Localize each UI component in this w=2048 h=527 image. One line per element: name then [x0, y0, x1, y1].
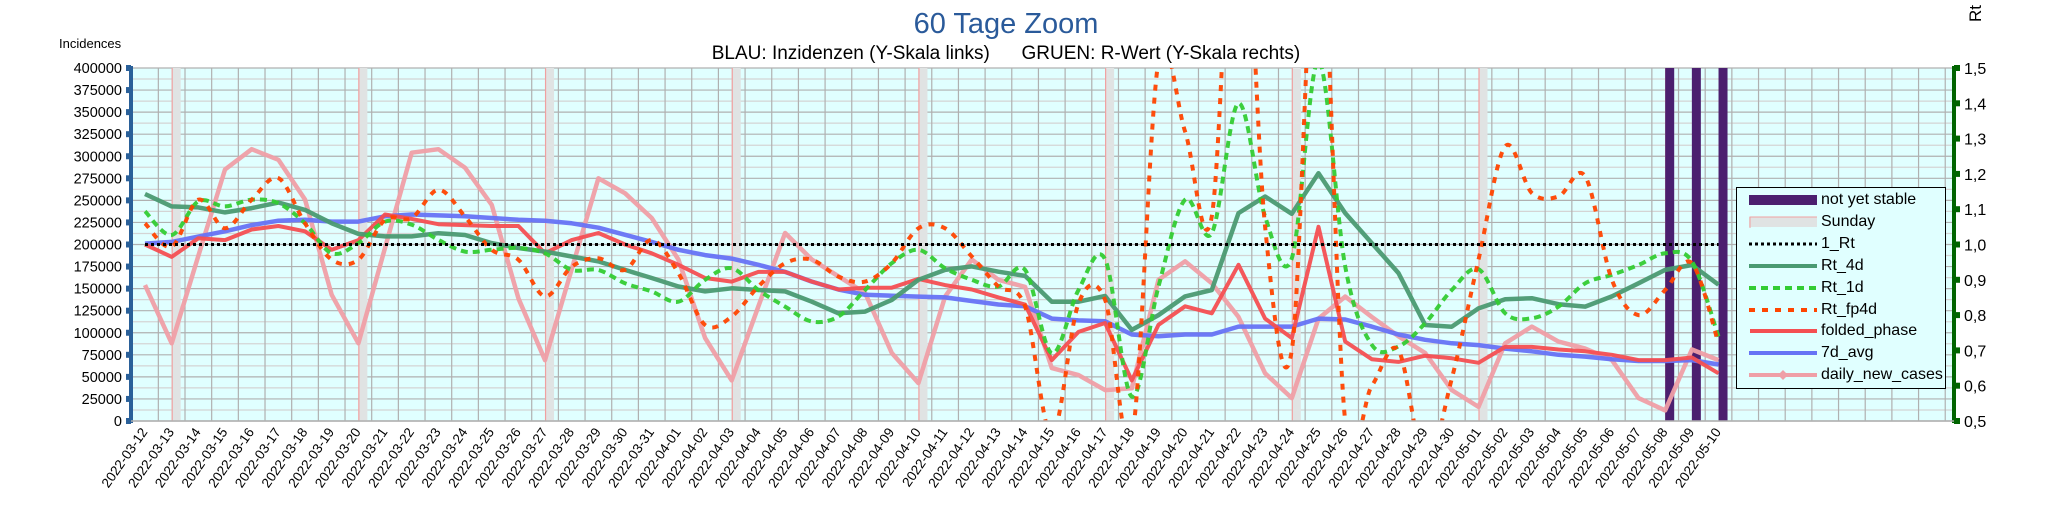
- legend-label: daily_new_cases: [1821, 366, 1943, 384]
- legend-swatch-icon: [1749, 307, 1817, 312]
- legend-swatch-icon: [1749, 195, 1817, 205]
- y-tick-left: [126, 285, 131, 292]
- y-tick-left: [126, 395, 131, 402]
- y-tick-label-left: 125000: [74, 304, 122, 320]
- legend-swatch-icon: [1750, 329, 1817, 334]
- y-tick-label-right: 1,2: [1964, 167, 1986, 184]
- legend-item-rt-1d: Rt_1d: [1749, 278, 1864, 298]
- y-tick-left: [126, 175, 131, 182]
- y-tick-label-left: 75000: [82, 348, 122, 364]
- y-tick-left: [126, 351, 131, 358]
- y-tick-right: [1954, 135, 1960, 142]
- legend-swatch-icon: [1749, 216, 1817, 228]
- legend-item-folded-phase: folded_phase: [1749, 321, 1917, 341]
- y-tick-left: [126, 109, 131, 116]
- not-yet-stable-bar: [1718, 68, 1728, 421]
- y-tick-label-left: 200000: [74, 238, 122, 254]
- y-tick-right: [1954, 347, 1960, 354]
- y-tick-right: [1954, 65, 1960, 71]
- series-Rt-1d: [143, 68, 1721, 399]
- y-tick-label-right: 1,3: [1964, 132, 1986, 149]
- y-tick-label-left: 175000: [74, 260, 122, 276]
- legend-item-7d-avg: 7d_avg: [1749, 343, 1874, 363]
- legend-label: 7d_avg: [1821, 344, 1874, 362]
- y-tick-label-right: 0,5: [1964, 414, 1986, 431]
- y-tick-left: [126, 307, 131, 314]
- y-tick-label-left: 50000: [82, 370, 122, 386]
- legend-label: Rt_4d: [1821, 256, 1864, 274]
- y-tick-label-left: 325000: [74, 127, 122, 143]
- y-tick-left: [126, 153, 131, 160]
- legend-label: Rt_fp4d: [1821, 300, 1878, 318]
- y-tick-right: [1954, 100, 1960, 107]
- y-tick-label-right: 1,5: [1964, 61, 1986, 78]
- y-tick-label-left: 225000: [74, 215, 122, 231]
- y-tick-label-right: 1,4: [1964, 96, 1986, 113]
- y-tick-label-right: 0,7: [1964, 343, 1986, 360]
- y-tick-right: [1954, 241, 1960, 248]
- legend-swatch-icon: [1749, 285, 1817, 290]
- y-tick-left: [126, 131, 131, 138]
- y-tick-label-right: 0,8: [1964, 308, 1986, 325]
- y-tick-label-right: 0,9: [1964, 273, 1986, 290]
- y-tick-label-left: 100000: [74, 326, 122, 342]
- y-tick-label-left: 350000: [74, 105, 122, 121]
- series-Rt-4d: [144, 170, 1720, 333]
- y-tick-right: [1954, 206, 1960, 213]
- axes: [126, 65, 1960, 424]
- sunday-band: [731, 68, 741, 421]
- y-tick-right: [1954, 170, 1960, 177]
- y-tick-left: [126, 65, 131, 71]
- legend-label: 1_Rt: [1821, 234, 1855, 252]
- y-tick-left: [126, 373, 131, 380]
- legend-label: Sunday: [1821, 212, 1876, 230]
- y-tick-left: [126, 418, 131, 424]
- legend-item-not-yet-stable: not yet stable: [1749, 190, 1916, 210]
- chart-subtitle: BLAU: Inzidenzen (Y-Skala links) GRUEN: …: [711, 43, 1301, 64]
- y-tick-label-left: 0: [114, 414, 122, 430]
- sunday-band: [918, 68, 928, 421]
- not-yet-stable-bar: [1691, 68, 1701, 421]
- legend-item-rt-4d: Rt_4d: [1749, 256, 1864, 276]
- y-tick-left: [126, 241, 131, 248]
- legend-item-sunday: Sunday: [1749, 212, 1875, 232]
- legend-swatch-icon: [1749, 351, 1817, 356]
- y-tick-label-left: 250000: [74, 193, 122, 209]
- y-tick-left: [126, 329, 131, 336]
- y-tick-label-left: 275000: [74, 171, 122, 187]
- sunday-band: [1105, 68, 1115, 421]
- series-7d-avg: [144, 212, 1719, 367]
- legend-label: folded_phase: [1821, 322, 1918, 340]
- y-tick-label-left: 25000: [82, 392, 122, 408]
- legend: not yet stable Sunday 1_Rt Rt_4d Rt_1d Rt_fp4…: [1736, 187, 1946, 389]
- legend-label: Rt_1d: [1821, 278, 1864, 296]
- legend-swatch-icon: [1749, 242, 1817, 246]
- y-tick-left: [126, 87, 131, 94]
- series-daily-new-cases: [142, 146, 1720, 413]
- y-tick-label-right: 1,0: [1964, 238, 1986, 255]
- y-tick-label-right: 0,6: [1964, 379, 1986, 396]
- y-tick-right: [1954, 382, 1960, 389]
- y-tick-label-left: 300000: [74, 149, 122, 165]
- y-tick-right: [1954, 312, 1960, 319]
- series-lines: [142, 68, 1721, 421]
- y-tick-label-left: 375000: [74, 83, 122, 99]
- legend-item-daily-new-cases: daily_new_cases: [1749, 365, 1943, 385]
- legend-swatch-icon: [1749, 370, 1817, 381]
- y-axis-left-label: Incidences: [59, 36, 122, 51]
- y-tick-right: [1954, 418, 1960, 424]
- y-tick-left: [126, 263, 131, 270]
- y-tick-label-right: 1,1: [1964, 202, 1986, 219]
- y-tick-left: [126, 197, 131, 204]
- y-tick-label-left: 150000: [74, 282, 122, 298]
- chart-title: 60 Tage Zoom: [913, 8, 1099, 40]
- legend-label: not yet stable: [1821, 191, 1917, 208]
- y-tick-right: [1954, 276, 1960, 283]
- y-tick-left: [126, 219, 131, 226]
- legend-swatch-icon: [1749, 263, 1817, 268]
- legend-item-1-rt: 1_Rt: [1749, 234, 1855, 254]
- y-tick-label-left: 400000: [74, 61, 122, 77]
- legend-item-rt-fp4d: Rt_fp4d: [1749, 300, 1877, 320]
